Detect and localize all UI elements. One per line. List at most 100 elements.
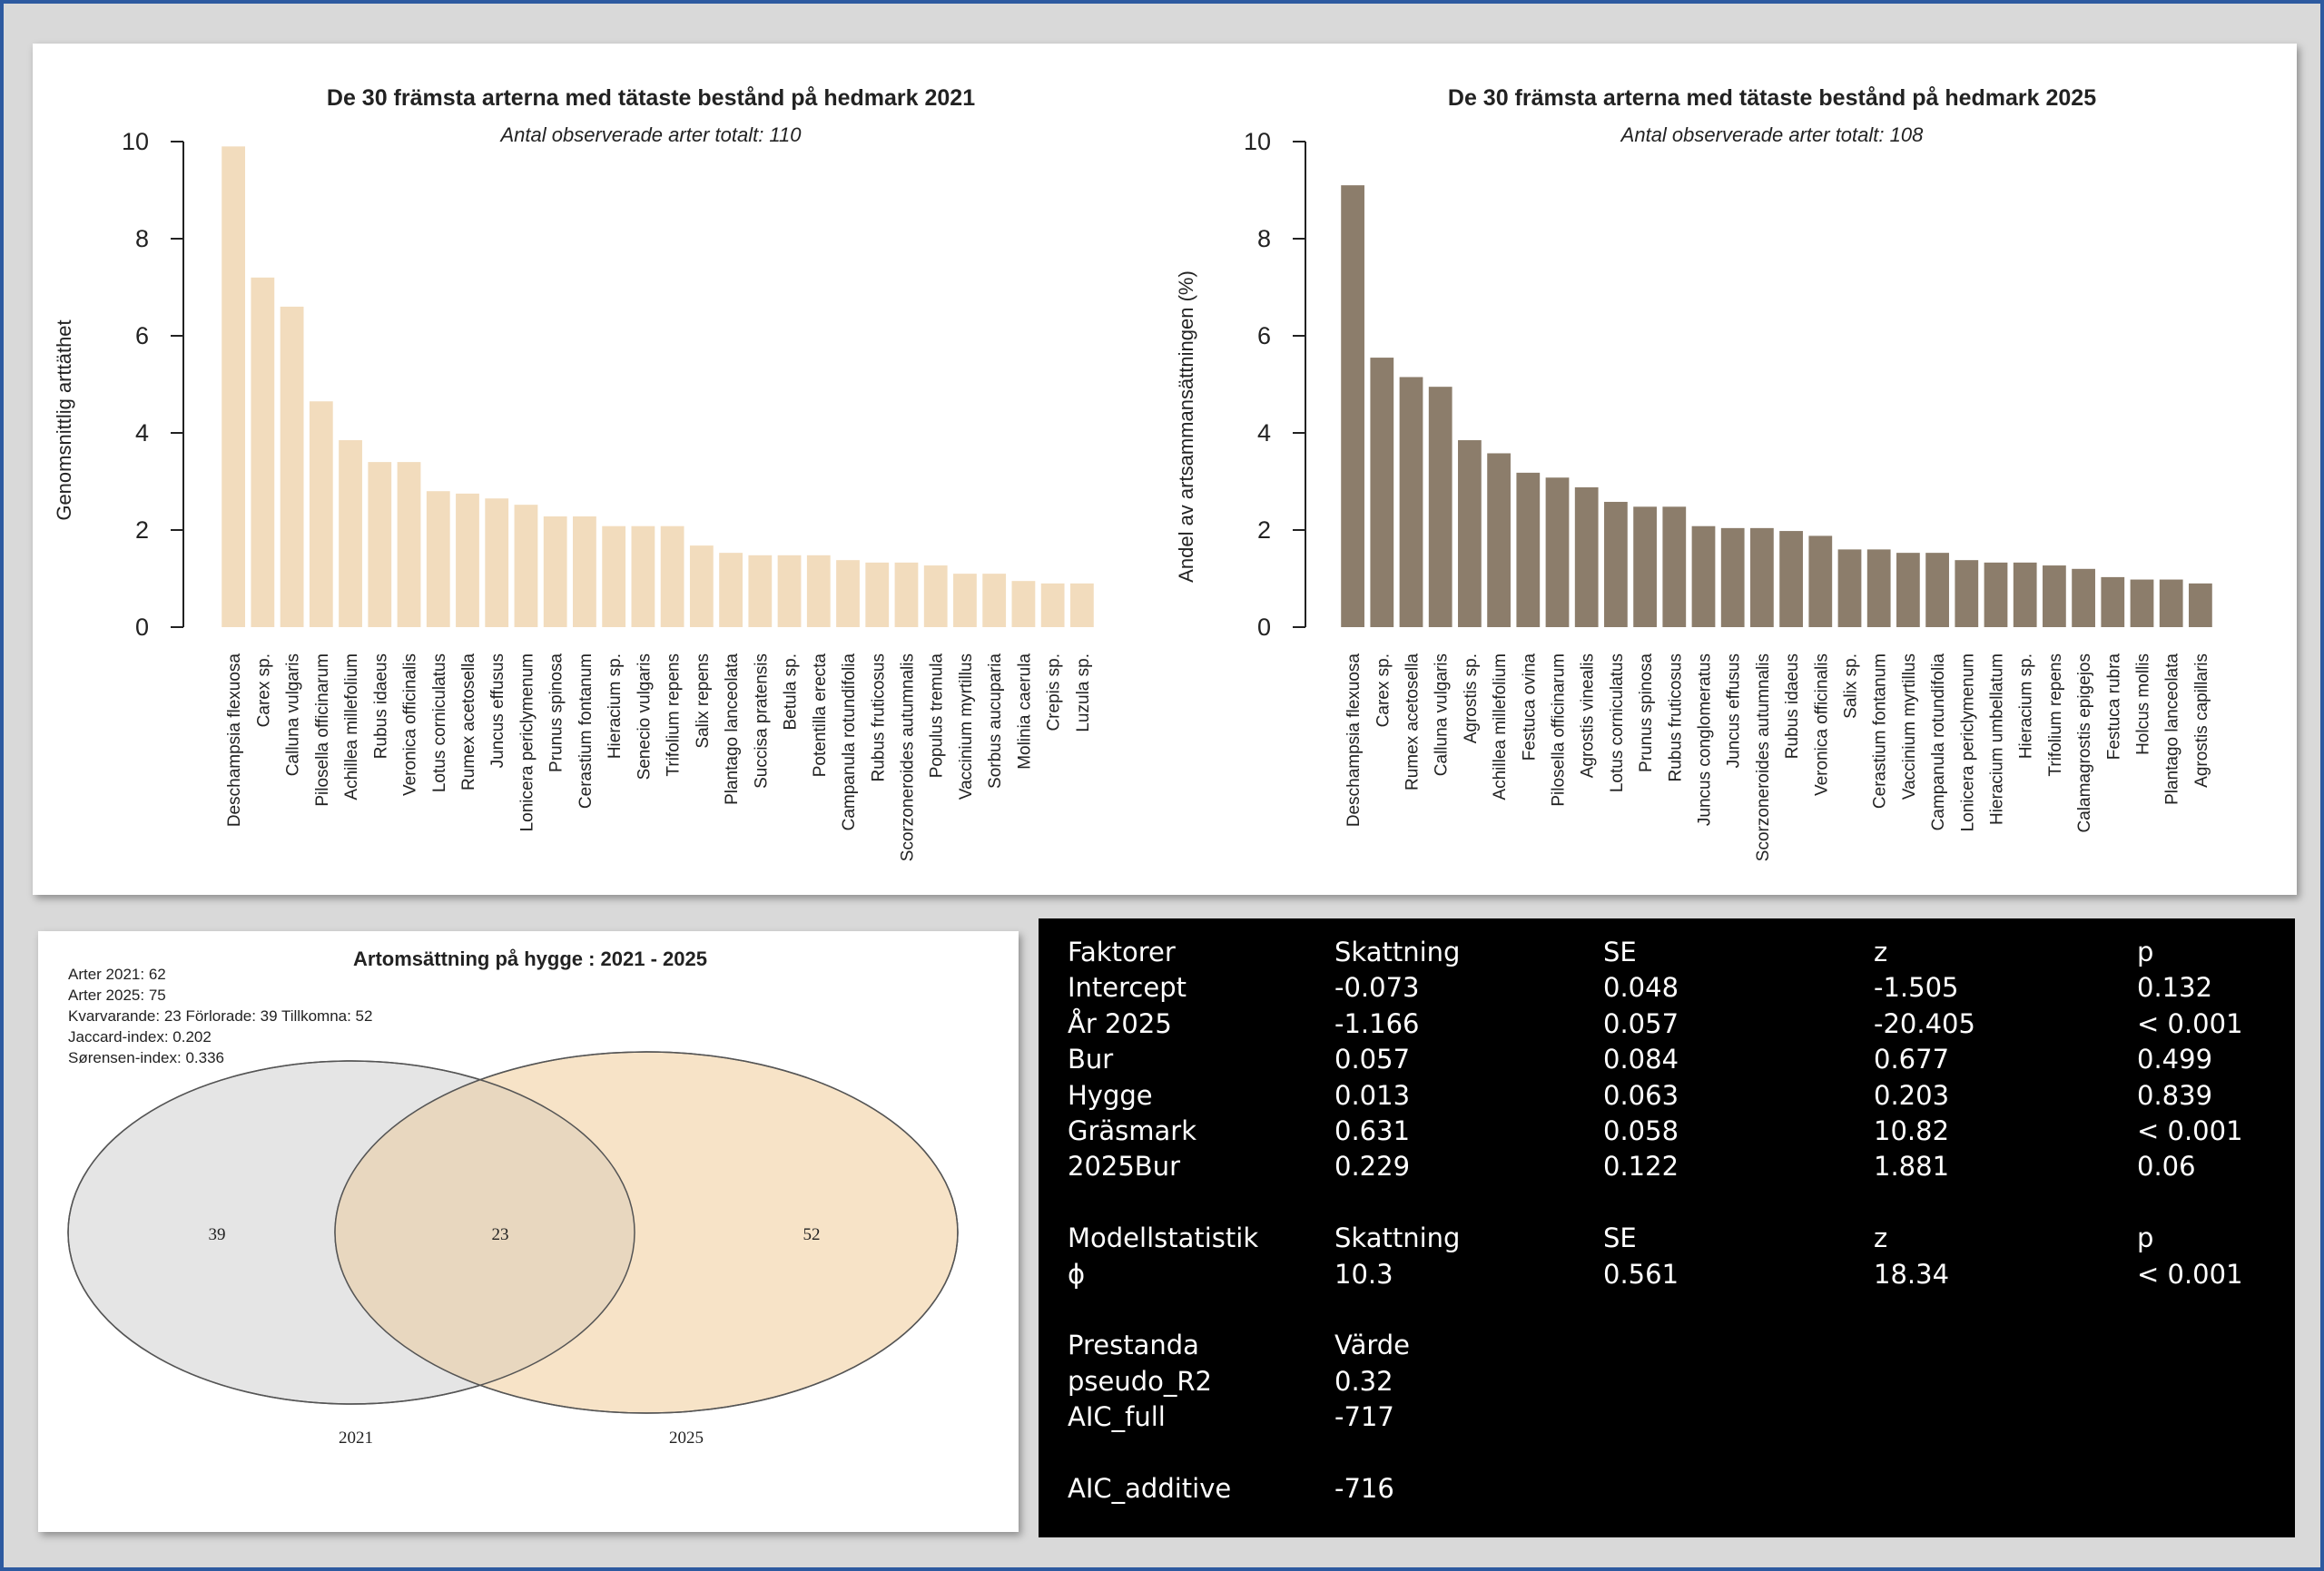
bar [1458,440,1482,627]
table-cell: År 2025 [1068,1007,1172,1039]
table-cell: -1.505 [1874,972,1959,1004]
bar [1516,472,1541,627]
y-tick-label: 2 [1257,516,1271,544]
table-cell: 2025Bur [1068,1151,1181,1183]
x-tick-label: Juncus effusus [1725,653,1744,768]
y-tick-label: 4 [135,419,149,447]
y-tick-label: 6 [135,322,149,349]
bar [1370,358,1394,627]
bar [309,401,333,627]
bar [1069,583,1094,627]
table-cell [1874,1471,2137,1507]
x-tick-label: Betula sp. [782,653,801,731]
chart-subtitle: Antal observerade arter totalt: 110 [498,123,802,146]
venn-info-line: Arter 2021: 62 [68,966,166,983]
bar [660,525,684,627]
venn-count-2025-only: 52 [803,1225,821,1244]
table-cell: 0.839 [2137,1079,2213,1111]
x-tick-label: Calluna vulgaris [284,653,303,776]
y-tick-label: 6 [1257,322,1271,349]
bar [1866,549,1891,627]
x-tick-label: Sorbus aucuparia [986,653,1005,789]
venn-title: Artomsättning på hygge : 2021 - 2025 [353,948,707,970]
x-tick-label: Plantago lanceolata [2163,653,2182,805]
y-axis-label: Genomsnittlig arttäthet [53,319,75,520]
bar [1487,453,1511,627]
x-tick-label: Plantago lanceolata [723,653,742,805]
bar [602,525,626,627]
bar [777,555,802,627]
table-cell: Intercept [1068,972,1187,1004]
table-cell: < 0.001 [2137,1007,2243,1039]
y-tick-label: 8 [135,225,149,252]
bar [1574,486,1599,627]
table-cell: -20.405 [1874,1007,1975,1039]
bar [1984,562,2008,627]
table-cell [2137,1436,2284,1471]
bar [1720,527,1745,627]
venn-label-2021: 2021 [339,1429,373,1448]
x-tick-label: Luzula sp. [1074,653,1093,732]
x-tick-label: Deschampsia flexuosa [225,653,244,828]
x-tick-label: Scorzoneroides autumnalis [898,653,917,861]
x-tick-label: Festuca ovina [1520,653,1539,761]
table-cell [1874,1292,2137,1328]
venn-info-line: Sørensen-index: 0.336 [68,1049,224,1066]
x-tick-label: Hieracium umbellatum [1988,653,2007,825]
venn-label-2025: 2025 [669,1429,704,1448]
table-cell [1334,1185,1603,1221]
x-tick-label: Holcus mollis [2134,653,2153,755]
bar-chart-2025: De 30 främsta arterna med tätaste bestån… [1175,85,2212,861]
x-tick-label: Achillea millefolium [1491,653,1510,800]
table-cell [1603,1436,1874,1471]
chart-title: De 30 främsta arterna med tätaste bestån… [327,85,975,111]
bar [748,555,773,627]
x-tick-label: Calluna vulgaris [1433,653,1452,776]
y-tick-label: 2 [135,516,149,544]
table-row: Bur 0.057 0.084 0.677 0.499 [1068,1042,2284,1077]
bar [923,565,948,627]
table-cell: 0.32 [1334,1365,1393,1397]
bar [865,562,890,627]
bar [2043,565,2066,627]
x-tick-label: Juncus conglomeratus [1696,653,1715,826]
x-tick-label: Prunus spinosa [547,653,566,772]
table-spacer-row [1068,1292,2284,1328]
table-cell: < 0.001 [2137,1115,2243,1147]
bar [1837,549,1862,627]
bar [1955,560,1979,627]
table-cell [1874,1185,2137,1221]
table-cell: -717 [1334,1401,1394,1433]
bar [1808,535,1833,627]
table-cell [1603,1328,1874,1363]
y-tick-label: 10 [1244,128,1271,155]
x-tick-label: Deschampsia flexuosa [1344,653,1364,828]
table-cell: 0.013 [1334,1079,1411,1111]
table-cell [2137,1185,2284,1221]
x-tick-label: Vaccinium myrtillus [957,653,976,800]
bar [368,462,392,627]
table-cell: Bur [1068,1044,1114,1075]
x-tick-label: Agrostis vinealis [1579,653,1598,778]
bar [836,560,860,627]
table-cell: Skattning [1334,1222,1461,1254]
table-cell: 18.34 [1874,1258,1950,1290]
x-tick-label: Senecio vulgaris [635,653,654,780]
venn-count-2021-only: 39 [209,1225,226,1244]
table-cell: 0.203 [1874,1079,1950,1111]
x-tick-label: Succisa pratensis [752,653,771,789]
x-tick-label: Salix sp. [1842,653,1861,719]
table-cell [1603,1364,1874,1399]
table-cell: Modellstatistik [1068,1222,1259,1254]
x-tick-label: Pilosella officinarum [1550,653,1569,807]
table-row: 2025Bur 0.229 0.122 1.881 0.06 [1068,1149,2284,1184]
bar [1750,527,1774,627]
table-cell [1068,1185,1334,1221]
bar [280,306,304,627]
table-cell: 0.058 [1603,1115,1679,1147]
bar-chart-2021: De 30 främsta arterna med tätaste bestån… [53,85,1094,861]
table-row: Faktorer Skattning SE z p [1068,935,2284,970]
table-cell: Skattning [1334,937,1461,967]
table-cell: 0.084 [1603,1044,1679,1075]
